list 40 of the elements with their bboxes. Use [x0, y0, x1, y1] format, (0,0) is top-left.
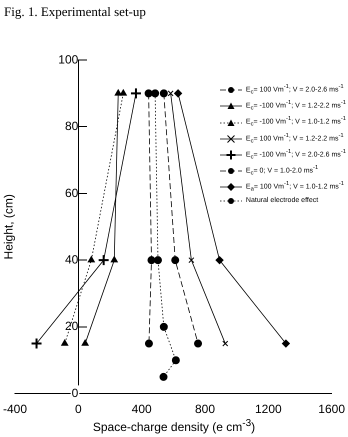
- point: [222, 340, 228, 347]
- point: [151, 89, 160, 98]
- y-tick-label: 20: [64, 319, 79, 334]
- y-tick-label: 100: [58, 52, 79, 66]
- point: [88, 256, 95, 262]
- point: [172, 356, 180, 364]
- point: [171, 256, 180, 264]
- y-tick-label: 40: [64, 252, 79, 266]
- point: [168, 90, 174, 96]
- x-tick-label: 800: [194, 402, 216, 416]
- point: [154, 256, 162, 264]
- x-tick-label: 400: [132, 402, 152, 416]
- y-axis-title: Height, (cm): [1, 194, 16, 260]
- point: [174, 89, 182, 98]
- chart-title: Fig. 1. Experimental set-up: [4, 4, 146, 20]
- y-tick-label: 60: [64, 186, 79, 200]
- point: [61, 340, 68, 346]
- x-axis-title: Space-charge density (e cm$^{-3}$): [92, 418, 256, 434]
- x-tick-label: 1200: [254, 402, 282, 416]
- point: [160, 372, 168, 381]
- x-tick-label: -400: [2, 402, 28, 416]
- point: [188, 257, 194, 264]
- point: [114, 89, 122, 96]
- point: [120, 89, 127, 96]
- y-tick-label: 0: [72, 386, 79, 400]
- point: [216, 256, 224, 264]
- point: [160, 322, 168, 331]
- y-tick-label: 80: [64, 119, 79, 134]
- point: [110, 256, 118, 262]
- x-tick-label: 1600: [318, 402, 346, 416]
- point: [82, 340, 89, 346]
- point: [98, 254, 110, 266]
- point: [144, 340, 153, 348]
- point: [194, 340, 202, 348]
- point: [282, 340, 290, 348]
- point: [144, 89, 153, 98]
- point: [30, 338, 43, 350]
- point: [130, 87, 142, 100]
- point: [147, 256, 156, 264]
- point: [160, 89, 168, 98]
